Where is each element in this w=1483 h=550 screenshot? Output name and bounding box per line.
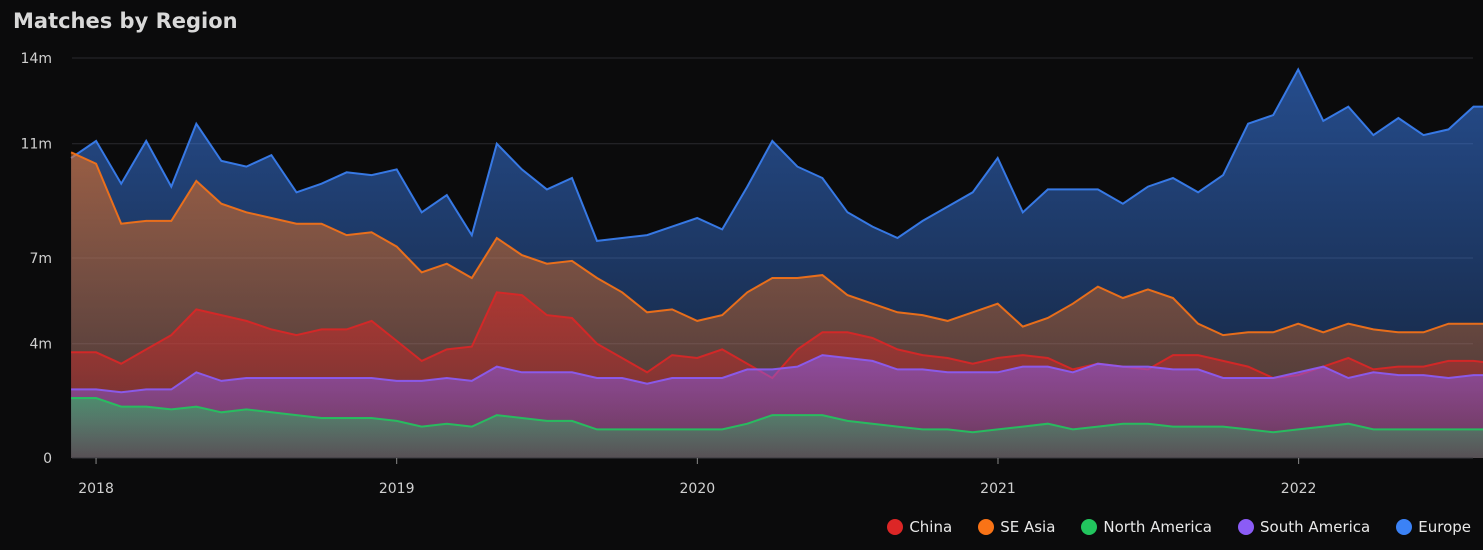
legend-label-north-america: North America <box>1103 518 1212 536</box>
legend-label-south-america: South America <box>1260 518 1371 536</box>
y-tick-label: 11m <box>21 137 52 153</box>
y-tick-label: 4m <box>29 337 52 353</box>
chart-title: Matches by Region <box>13 9 238 33</box>
legend-item-europe[interactable]: Europe <box>1396 518 1471 536</box>
x-tick-label: 2021 <box>980 481 1016 497</box>
line-europe <box>70 67 1483 242</box>
x-tick-label: 2019 <box>379 481 415 497</box>
y-tick-label: 0 <box>43 451 52 467</box>
legend-item-south-america[interactable]: South America <box>1238 518 1370 536</box>
legend-label-china: China <box>909 518 953 536</box>
y-tick-label: 7m <box>29 251 52 267</box>
series-areas <box>70 67 1483 458</box>
south-america-swatch-icon <box>1238 519 1254 535</box>
x-tick-label: 2018 <box>78 481 114 497</box>
line-south-america <box>71 354 1483 394</box>
legend-label-europe: Europe <box>1418 518 1471 536</box>
x-tick-label: 2020 <box>680 481 716 497</box>
legend-item-china[interactable]: China <box>887 518 952 536</box>
legend-item-se-asia[interactable]: SE Asia <box>978 518 1055 536</box>
legend-item-north-america[interactable]: North America <box>1081 518 1212 536</box>
x-tick-label: 2022 <box>1281 481 1317 497</box>
china-swatch-icon <box>887 519 904 535</box>
line-north-america <box>71 397 1483 434</box>
line-se-asia <box>70 151 1483 337</box>
se-asia-swatch-icon <box>978 519 995 535</box>
legend: China SE Asia North America South Americ… <box>887 518 1471 536</box>
y-axis-ticks: 0 4m 7m 11m 14m <box>21 51 52 467</box>
x-axis-ticks: 2018 2019 2020 2021 2022 <box>72 457 1473 497</box>
north-america-swatch-icon <box>1081 519 1098 535</box>
legend-label-se-asia: SE Asia <box>1000 518 1056 536</box>
y-tick-label: 14m <box>21 51 52 67</box>
area-north-america <box>71 398 1483 458</box>
europe-swatch-icon <box>1396 519 1413 535</box>
